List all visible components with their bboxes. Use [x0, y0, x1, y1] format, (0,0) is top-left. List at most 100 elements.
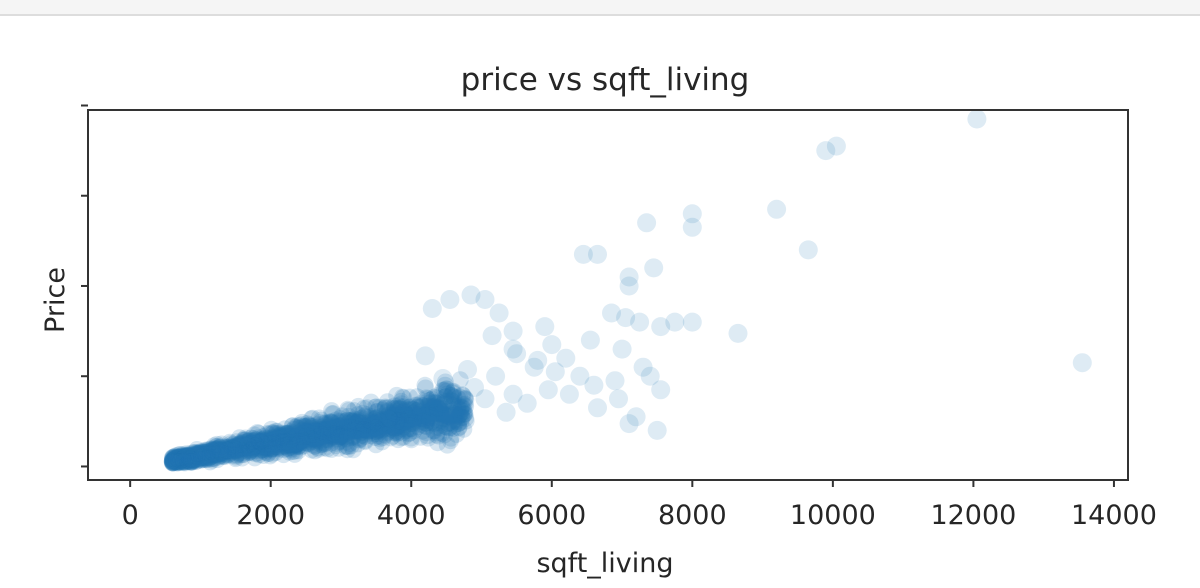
scatter-point — [325, 418, 343, 436]
scatter-point — [386, 408, 404, 426]
scatter-point — [362, 414, 380, 432]
scatter-point — [287, 436, 305, 454]
scatter-point — [178, 447, 196, 465]
scatter-point — [185, 450, 203, 467]
scatter-point — [168, 449, 186, 466]
scatter-point — [197, 450, 215, 467]
scatter-point — [211, 439, 228, 456]
scatter-point — [425, 414, 443, 432]
scatter-point — [452, 398, 470, 416]
scatter-point — [204, 441, 222, 459]
scatter-point — [367, 419, 385, 437]
scatter-point — [327, 411, 345, 429]
scatter-point — [179, 452, 197, 470]
scatter-point — [395, 389, 413, 407]
scatter-point — [193, 447, 211, 464]
scatter-point — [172, 451, 189, 469]
scatter-point — [394, 415, 412, 433]
scatter-point — [288, 435, 306, 453]
scatter-point — [211, 442, 229, 460]
scatter-point — [341, 435, 359, 452]
scatter-point — [172, 450, 190, 468]
scatter-point — [367, 403, 385, 421]
scatter-point — [224, 439, 241, 457]
scatter-point — [289, 435, 307, 453]
scatter-point — [289, 438, 307, 456]
scatter-point — [374, 429, 392, 447]
scatter-point — [175, 447, 193, 465]
scatter-point — [438, 392, 456, 410]
scatter-point — [170, 452, 188, 470]
scatter-point — [207, 440, 225, 458]
scatter-point — [538, 380, 558, 400]
scatter-point — [302, 430, 320, 448]
scatter-point — [588, 244, 607, 264]
scatter-point — [171, 448, 189, 466]
scatter-point — [344, 413, 361, 431]
scatter-point — [374, 420, 392, 438]
scatter-point — [262, 440, 280, 458]
scatter-point — [316, 424, 334, 442]
scatter-point — [210, 443, 228, 461]
scatter-point — [422, 414, 440, 432]
scatter-point — [347, 417, 365, 435]
scatter-point — [212, 444, 230, 462]
scatter-point — [268, 440, 286, 458]
scatter-point — [283, 430, 301, 448]
scatter-point — [308, 422, 326, 440]
scatter-point — [288, 417, 306, 435]
scatter-point — [179, 451, 197, 469]
scatter-point — [254, 447, 272, 464]
scatter-point — [271, 440, 289, 458]
scatter-point — [528, 350, 548, 370]
scatter-point — [238, 432, 256, 450]
scatter-point — [350, 422, 368, 440]
scatter-point — [343, 429, 361, 447]
scatter-point — [226, 440, 244, 458]
scatter-point — [240, 437, 258, 455]
scatter-point — [272, 431, 290, 449]
scatter-point — [218, 438, 236, 456]
scatter-point — [456, 395, 474, 413]
scatter-point — [372, 422, 390, 440]
scatter-point — [252, 432, 270, 450]
scatter-point — [316, 439, 334, 457]
scatter-point — [353, 419, 371, 437]
scatter-point — [287, 427, 305, 445]
scatter-point — [368, 403, 386, 420]
scatter-point — [276, 436, 294, 454]
scatter-point — [230, 441, 248, 459]
scatter-point — [364, 415, 382, 433]
scatter-point — [452, 413, 470, 431]
scatter-point — [391, 407, 408, 425]
scatter-point — [303, 417, 321, 435]
scatter-point — [293, 433, 311, 451]
scatter-point — [419, 392, 437, 410]
scatter-point — [333, 426, 350, 444]
scatter-point — [312, 433, 330, 451]
scatter-point — [445, 388, 463, 406]
scatter-point — [183, 451, 201, 469]
scatter-point — [264, 434, 282, 452]
scatter-point — [375, 418, 393, 436]
scatter-point — [352, 423, 370, 441]
scatter-point — [282, 439, 299, 456]
scatter-point — [236, 429, 254, 447]
scatter-point — [339, 418, 357, 436]
scatter-point — [261, 431, 279, 449]
scatter-point — [330, 417, 348, 435]
scatter-point — [176, 448, 194, 466]
scatter-point — [400, 410, 418, 427]
scatter-point — [321, 413, 339, 431]
scatter-point — [333, 423, 351, 441]
scatter-point — [258, 433, 276, 451]
scatter-point — [431, 417, 449, 435]
scatter-point — [349, 397, 367, 415]
scatter-point — [444, 383, 462, 401]
scatter-point — [389, 413, 407, 431]
scatter-point — [215, 446, 233, 464]
scatter-point — [436, 426, 453, 444]
scatter-point — [256, 443, 274, 461]
scatter-point — [380, 406, 398, 424]
scatter-point — [337, 437, 355, 455]
